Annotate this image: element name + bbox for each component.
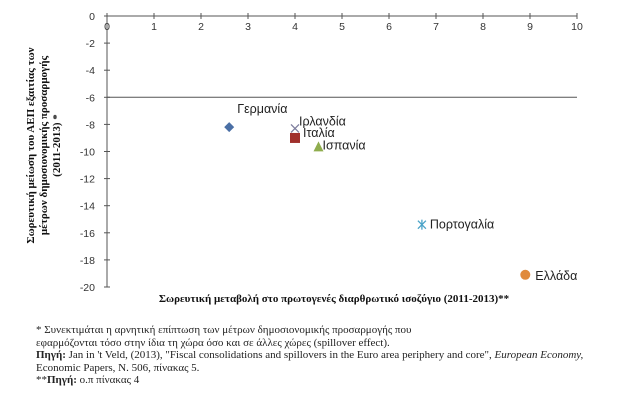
y-tick-label: -4 — [86, 65, 95, 77]
circle-marker — [520, 269, 531, 280]
y-tick-label: -20 — [80, 282, 95, 294]
source2-prefix: ** — [36, 374, 47, 386]
note-line-2: εφαρμόζονται τόσο στην ίδια τη χώρα όσο … — [36, 336, 390, 349]
y-tick-label: -8 — [86, 119, 95, 131]
tick-labels: 0 1 2 3 4 5 6 7 8 9 10 0 -2 -4 -6 -8 -10 -12 -14 -16 -18 -20 — [80, 11, 583, 294]
source-text: Jan in 't Veld, (2013), "Fiscal consolid… — [65, 349, 492, 361]
y-axis-title-line: (2011-2013) * — [51, 114, 63, 177]
y-axis-title-line: μέτρων δημοσιονομικής προσαρμογής — [38, 56, 50, 236]
x-tick-label: 4 — [292, 21, 298, 33]
axes — [104, 13, 578, 288]
x-tick-label: 1 — [151, 21, 157, 33]
source-tail: Economic Papers, N. 506, πίνακας 5. — [36, 361, 200, 374]
chart: 0 1 2 3 4 5 6 7 8 9 10 0 -2 -4 -6 -8 -10 -12 -14 -16 -18 -20 … — [25, 11, 583, 305]
x-stroke — [290, 124, 300, 133]
x-tick-label: 6 — [386, 21, 392, 33]
x-tick-label: 9 — [527, 21, 533, 33]
x-tick-label: 10 — [571, 21, 583, 33]
source2-text: ο.π πίνακας 4 — [76, 374, 140, 386]
y-tick-label: -12 — [80, 174, 95, 186]
y-axis-title: Σωρευτική μείωση του ΑΕΠ εξαιτίας των μέτ… — [25, 47, 63, 243]
scatter-chart-svg: 0 1 2 3 4 5 6 7 8 9 100-2-4-6-8-10-12-14-16-18-20 … — [25, 11, 583, 305]
point-label: Γερμανία — [237, 102, 287, 116]
point-label: Ιταλία — [303, 126, 335, 140]
point-label: Ελλάδα — [535, 269, 577, 283]
asterisk-marker — [417, 219, 427, 230]
x-tick-label: 2 — [198, 21, 204, 33]
data-points — [224, 122, 531, 280]
x-tick-label: 0 — [104, 21, 110, 33]
source2-label: Πηγή: — [47, 374, 77, 386]
diamond-marker — [224, 122, 235, 133]
source-note: Πηγή: Jan in 't Veld, (2013), "Fiscal co… — [36, 349, 606, 374]
point-label: Πορτογαλία — [430, 218, 494, 232]
y-tick-label: -14 — [80, 201, 95, 213]
source-journal: European Economy, — [494, 349, 584, 361]
y-tick-label: -18 — [80, 255, 95, 267]
triangle-marker — [313, 141, 324, 152]
y-tick-label: 0 — [89, 11, 95, 23]
x-tick-label: 3 — [245, 21, 251, 33]
y-tick-label: -6 — [86, 92, 95, 104]
x-tick-label: 8 — [480, 21, 486, 33]
source-label: Πηγή: — [36, 349, 66, 361]
source-note-2: **Πηγή: ο.π πίνακας 4 — [36, 374, 606, 387]
point-label: Ιρλανδία — [299, 114, 346, 128]
x-tick-label: 5 — [339, 21, 345, 33]
note-line-1: * Συνεκτιμάται η αρνητική επίπτωση των μ… — [36, 324, 412, 336]
y-tick-label: -2 — [86, 38, 95, 50]
y-tick-label: -16 — [80, 228, 95, 240]
y-axis-title-line: Σωρευτική μείωση του ΑΕΠ εξαιτίας των — [25, 47, 37, 243]
point-label: Ισπανία — [323, 138, 366, 152]
y-tick-label: -10 — [80, 147, 95, 159]
square-marker — [290, 132, 300, 143]
x-marker — [290, 124, 300, 133]
x-tick-label: 7 — [433, 21, 439, 33]
chart-notes: * Συνεκτιμάται η αρνητική επίπτωση των μ… — [36, 324, 606, 387]
x-axis-title: Σωρευτική μεταβολή στο πρωτογενές διαρθρ… — [159, 293, 510, 305]
